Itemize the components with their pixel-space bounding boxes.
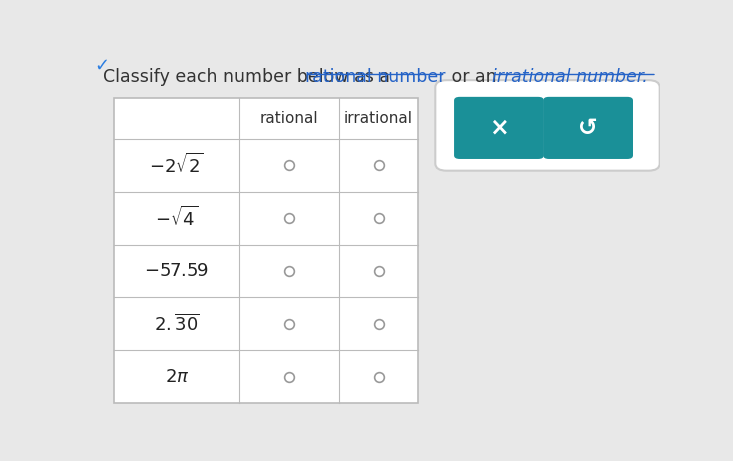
Text: $2.\overline{30}$: $2.\overline{30}$ <box>154 313 199 335</box>
Text: rational number: rational number <box>305 68 445 86</box>
Text: Classify each number below as a: Classify each number below as a <box>103 68 396 86</box>
Text: $-\sqrt{4}$: $-\sqrt{4}$ <box>155 206 199 230</box>
Text: $-2\sqrt{2}$: $-2\sqrt{2}$ <box>150 153 205 177</box>
Text: ↺: ↺ <box>578 116 598 140</box>
FancyBboxPatch shape <box>543 97 633 159</box>
Text: ✓: ✓ <box>95 57 110 75</box>
FancyBboxPatch shape <box>454 97 544 159</box>
FancyBboxPatch shape <box>114 98 419 403</box>
Text: rational: rational <box>259 111 318 126</box>
Text: irrational: irrational <box>344 111 413 126</box>
Text: ×: × <box>489 116 509 140</box>
Text: $-57.59$: $-57.59$ <box>144 262 210 280</box>
FancyBboxPatch shape <box>435 80 660 171</box>
Text: $2\pi$: $2\pi$ <box>165 368 189 386</box>
Text: or an: or an <box>446 68 501 86</box>
Text: irrational number.: irrational number. <box>492 68 648 86</box>
